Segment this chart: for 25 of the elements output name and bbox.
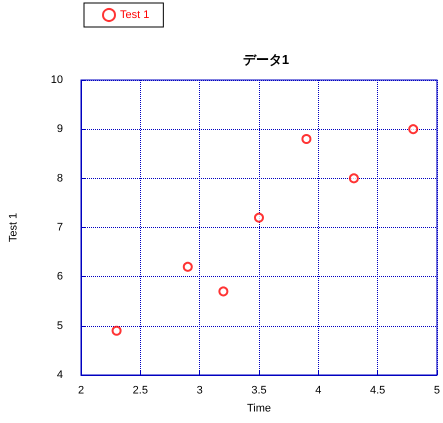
chart-title: データ1 [242,52,290,67]
point [408,124,418,134]
point [301,134,312,144]
point [112,326,122,336]
point [182,262,193,272]
y-tick-label: 5 [56,320,63,332]
x-tick-label: 4.5 [370,384,386,396]
y-tick-label: 6 [56,270,63,283]
y-tick-label: 4 [56,369,63,381]
y-axis-title: Test 1 [8,212,20,242]
x-tick-label: 2.5 [132,384,148,396]
y-tick-label: 9 [56,123,63,136]
y-tick-label: 10 [50,74,63,86]
y-tick-label: 7 [56,222,63,234]
x-axis-title: Time [246,402,271,414]
point [218,286,228,296]
x-tick-label: 2 [78,384,84,396]
y-tick-label: 8 [56,172,63,184]
point [348,173,359,184]
x-tick-label: 5 [434,384,440,396]
point [254,212,264,223]
x-tick-label: 3 [196,384,203,396]
x-tick-label: 3.5 [251,384,267,396]
x-tick-label: 4 [315,384,322,396]
legend-label: Test 1 [120,9,150,21]
